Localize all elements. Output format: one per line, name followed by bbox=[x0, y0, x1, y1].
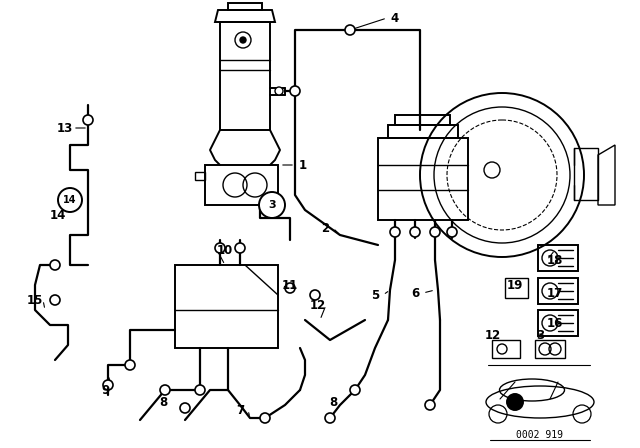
Circle shape bbox=[195, 385, 205, 395]
Text: 3: 3 bbox=[536, 328, 544, 341]
Text: 9: 9 bbox=[101, 383, 109, 396]
Circle shape bbox=[50, 260, 60, 270]
Text: 16: 16 bbox=[547, 316, 563, 329]
Circle shape bbox=[50, 295, 60, 305]
Text: 4: 4 bbox=[391, 12, 399, 25]
Circle shape bbox=[259, 192, 285, 218]
Text: 2: 2 bbox=[321, 221, 329, 234]
Circle shape bbox=[447, 227, 457, 237]
Text: 11: 11 bbox=[282, 279, 298, 292]
Text: 5: 5 bbox=[371, 289, 379, 302]
Text: 18: 18 bbox=[547, 254, 563, 267]
Text: 13: 13 bbox=[57, 121, 73, 134]
Circle shape bbox=[103, 380, 113, 390]
Circle shape bbox=[345, 25, 355, 35]
Circle shape bbox=[240, 37, 246, 43]
Text: 14: 14 bbox=[63, 195, 77, 205]
Circle shape bbox=[430, 227, 440, 237]
Text: 12: 12 bbox=[485, 328, 501, 341]
Circle shape bbox=[290, 86, 300, 96]
Circle shape bbox=[260, 413, 270, 423]
Circle shape bbox=[235, 243, 245, 253]
Text: 6: 6 bbox=[411, 287, 419, 300]
Circle shape bbox=[310, 290, 320, 300]
Text: 12: 12 bbox=[310, 298, 326, 311]
Text: 0002 919: 0002 919 bbox=[516, 430, 563, 440]
Circle shape bbox=[410, 227, 420, 237]
Circle shape bbox=[420, 93, 584, 257]
Text: 3: 3 bbox=[268, 200, 276, 210]
Text: 7: 7 bbox=[236, 404, 244, 417]
Circle shape bbox=[275, 87, 283, 95]
Circle shape bbox=[325, 413, 335, 423]
Circle shape bbox=[390, 227, 400, 237]
Circle shape bbox=[125, 360, 135, 370]
Circle shape bbox=[285, 283, 295, 293]
Text: 15: 15 bbox=[27, 293, 43, 306]
Circle shape bbox=[215, 243, 225, 253]
Text: 19: 19 bbox=[507, 279, 523, 292]
Text: 14: 14 bbox=[50, 208, 66, 221]
Text: 10: 10 bbox=[217, 244, 233, 257]
Circle shape bbox=[160, 385, 170, 395]
Text: 1: 1 bbox=[299, 159, 307, 172]
Circle shape bbox=[350, 385, 360, 395]
Circle shape bbox=[507, 394, 523, 410]
Circle shape bbox=[180, 403, 190, 413]
Circle shape bbox=[58, 188, 82, 212]
Circle shape bbox=[83, 115, 93, 125]
Circle shape bbox=[434, 107, 570, 243]
Text: 8: 8 bbox=[329, 396, 337, 409]
Circle shape bbox=[425, 400, 435, 410]
Text: 8: 8 bbox=[159, 396, 167, 409]
Text: 17: 17 bbox=[547, 287, 563, 300]
